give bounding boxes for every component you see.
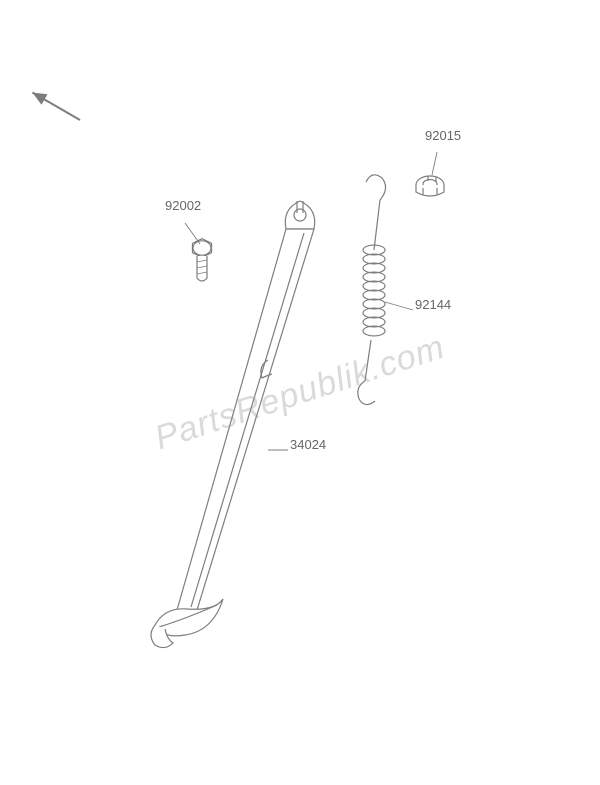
diagram-svg: [0, 0, 600, 785]
label-34024: 34024: [290, 437, 326, 452]
label-92144: 92144: [415, 297, 451, 312]
diagram-canvas: 92002 92015 92144 34024 PartsRepublik.co…: [0, 0, 600, 785]
label-92002: 92002: [165, 198, 201, 213]
label-92015: 92015: [425, 128, 461, 143]
